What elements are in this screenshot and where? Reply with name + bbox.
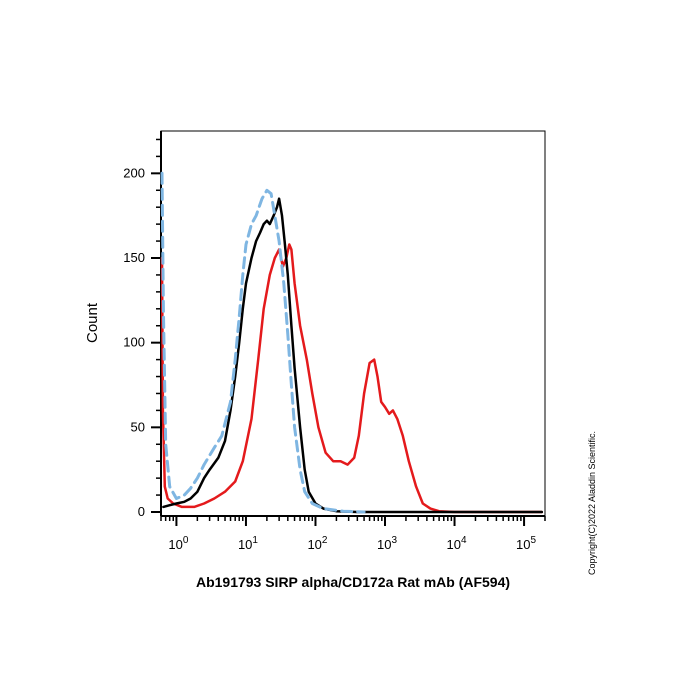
y-tick-label: 100 xyxy=(123,335,145,350)
x-axis-title: Ab191793 SIRP alpha/CD172a Rat mAb (AF59… xyxy=(196,574,510,590)
series-line-1 xyxy=(160,243,544,514)
y-tick-label: 150 xyxy=(123,250,145,265)
y-tick-label: 200 xyxy=(123,165,145,180)
x-tick-label: 100 xyxy=(168,535,188,552)
series-line-2 xyxy=(162,197,544,514)
series-layer xyxy=(160,171,544,514)
series-line-3 xyxy=(160,171,366,514)
x-tick-label: 101 xyxy=(238,535,258,552)
x-tick-label: 105 xyxy=(516,535,536,552)
y-axis: 0 50 100 150 200 xyxy=(123,131,162,519)
y-tick-label: 0 xyxy=(138,504,145,519)
x-tick-label: 104 xyxy=(447,535,467,552)
copyright-notice: Copyright(C)2022 Aladdin Scientific. xyxy=(587,430,597,576)
x-tick-label: 102 xyxy=(307,535,327,552)
x-tick-label: 103 xyxy=(377,535,397,552)
x-axis: 100 101 102 103 104 105 xyxy=(160,515,546,552)
y-tick-label: 50 xyxy=(131,419,145,434)
y-axis-title: Count xyxy=(84,302,101,343)
